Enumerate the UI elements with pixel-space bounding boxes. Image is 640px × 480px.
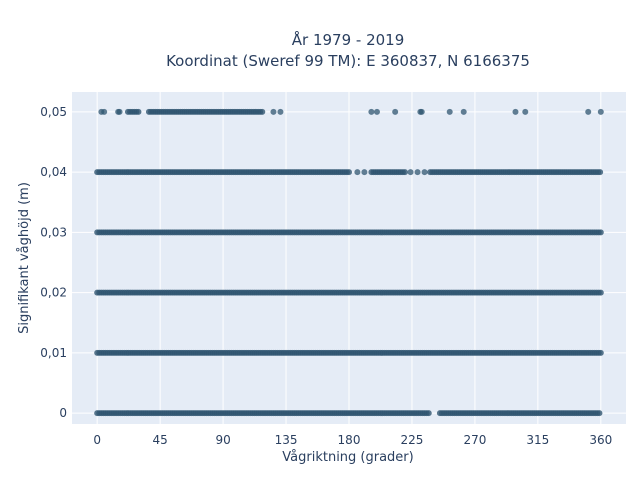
y-tick-labels: 0 0,01 0,02 0,03 0,04 0,05 (40, 105, 67, 420)
data-point (414, 169, 421, 176)
x-tick-label: 180 (338, 433, 361, 447)
y-tick-label: 0,05 (40, 105, 67, 119)
x-tick-label: 270 (463, 433, 486, 447)
data-point (401, 169, 408, 176)
data-point (597, 108, 604, 115)
y-tick-label: 0,03 (40, 225, 67, 239)
data-point (354, 169, 361, 176)
data-point (596, 410, 603, 417)
x-tick-label: 0 (93, 433, 101, 447)
x-tick-label: 225 (401, 433, 424, 447)
x-tick-labels: 0 45 90 135 180 225 270 315 360 (93, 433, 612, 447)
x-tick-label: 45 (152, 433, 167, 447)
y-tick-label: 0,02 (40, 286, 67, 300)
x-tick-label: 360 (589, 433, 612, 447)
data-point (425, 410, 432, 417)
y-tick-label: 0 (59, 406, 67, 420)
data-point (597, 229, 604, 236)
chart-title-line1: År 1979 - 2019 (292, 30, 405, 49)
data-point (512, 108, 519, 115)
data-point (597, 289, 604, 296)
x-tick-label: 90 (215, 433, 230, 447)
data-point (373, 108, 380, 115)
data-point (259, 108, 266, 115)
data-point (277, 108, 284, 115)
data-point (101, 108, 108, 115)
scatter-points (94, 108, 604, 417)
x-axis-title: Vågriktning (grader) (282, 450, 413, 465)
data-point (585, 108, 592, 115)
y-tick-label: 0,01 (40, 346, 67, 360)
data-point (270, 108, 277, 115)
data-point (597, 169, 604, 176)
data-point (407, 169, 414, 176)
y-tick-label: 0,04 (40, 165, 67, 179)
data-point (392, 108, 399, 115)
data-point (522, 108, 529, 115)
data-point (368, 108, 375, 115)
data-point (597, 349, 604, 356)
data-point (361, 169, 368, 176)
data-point (346, 169, 352, 176)
data-point (418, 108, 425, 115)
data-point (116, 108, 123, 115)
data-point (135, 108, 142, 115)
x-tick-label: 135 (275, 433, 298, 447)
data-point (460, 108, 467, 115)
x-tick-label: 315 (526, 433, 549, 447)
data-point (421, 169, 428, 176)
y-axis-title: Signifikant våghöjd (m) (17, 182, 32, 334)
data-point (446, 108, 453, 115)
chart-title-line2: Koordinat (Sweref 99 TM): E 360837, N 61… (166, 52, 530, 70)
